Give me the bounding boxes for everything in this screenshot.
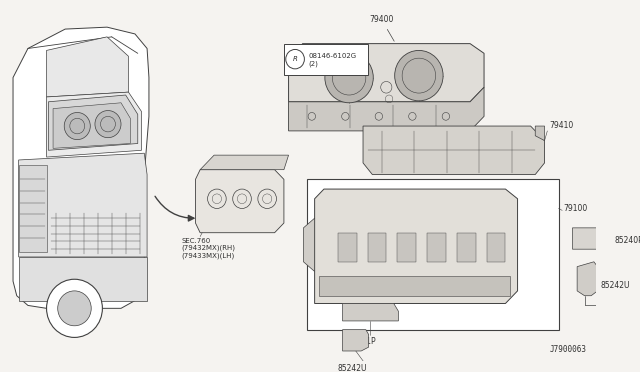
Text: 85241P: 85241P (348, 337, 376, 346)
Polygon shape (53, 103, 131, 148)
Polygon shape (577, 262, 598, 296)
Circle shape (95, 110, 121, 138)
Polygon shape (49, 95, 138, 150)
Polygon shape (457, 233, 476, 262)
Circle shape (325, 52, 373, 103)
Polygon shape (200, 155, 289, 170)
Text: J7900063: J7900063 (550, 345, 586, 354)
Text: 85240P: 85240P (614, 235, 640, 245)
Polygon shape (289, 87, 484, 131)
Polygon shape (195, 170, 284, 233)
Circle shape (64, 112, 90, 140)
Text: 79400: 79400 (369, 15, 394, 41)
Polygon shape (572, 228, 612, 249)
Polygon shape (47, 92, 141, 157)
Polygon shape (342, 330, 369, 351)
Circle shape (395, 51, 443, 101)
Circle shape (58, 291, 92, 326)
Text: 79100: 79100 (563, 203, 588, 213)
Polygon shape (315, 189, 518, 304)
Text: 79410: 79410 (549, 121, 573, 130)
Polygon shape (342, 304, 399, 321)
Text: R: R (292, 56, 298, 62)
Polygon shape (303, 218, 315, 272)
Polygon shape (397, 233, 416, 262)
Polygon shape (363, 126, 545, 174)
Bar (284, 44, 368, 75)
Polygon shape (47, 37, 129, 97)
Polygon shape (289, 44, 484, 102)
Text: 85242U: 85242U (600, 281, 630, 290)
Polygon shape (319, 276, 510, 296)
Polygon shape (19, 165, 47, 252)
Polygon shape (13, 27, 149, 308)
Circle shape (47, 279, 102, 337)
Polygon shape (428, 233, 446, 262)
Bar (307, 179, 559, 330)
Text: SEC.760
(79432MX)(RH)
(79433MX)(LH): SEC.760 (79432MX)(RH) (79433MX)(LH) (182, 238, 236, 259)
Polygon shape (368, 233, 387, 262)
Polygon shape (535, 126, 545, 141)
Polygon shape (19, 153, 147, 257)
Polygon shape (19, 257, 147, 301)
Text: 85242U: 85242U (338, 363, 367, 372)
Text: 08146-6102G
(2): 08146-6102G (2) (308, 53, 356, 67)
Polygon shape (338, 233, 356, 262)
Polygon shape (487, 233, 506, 262)
